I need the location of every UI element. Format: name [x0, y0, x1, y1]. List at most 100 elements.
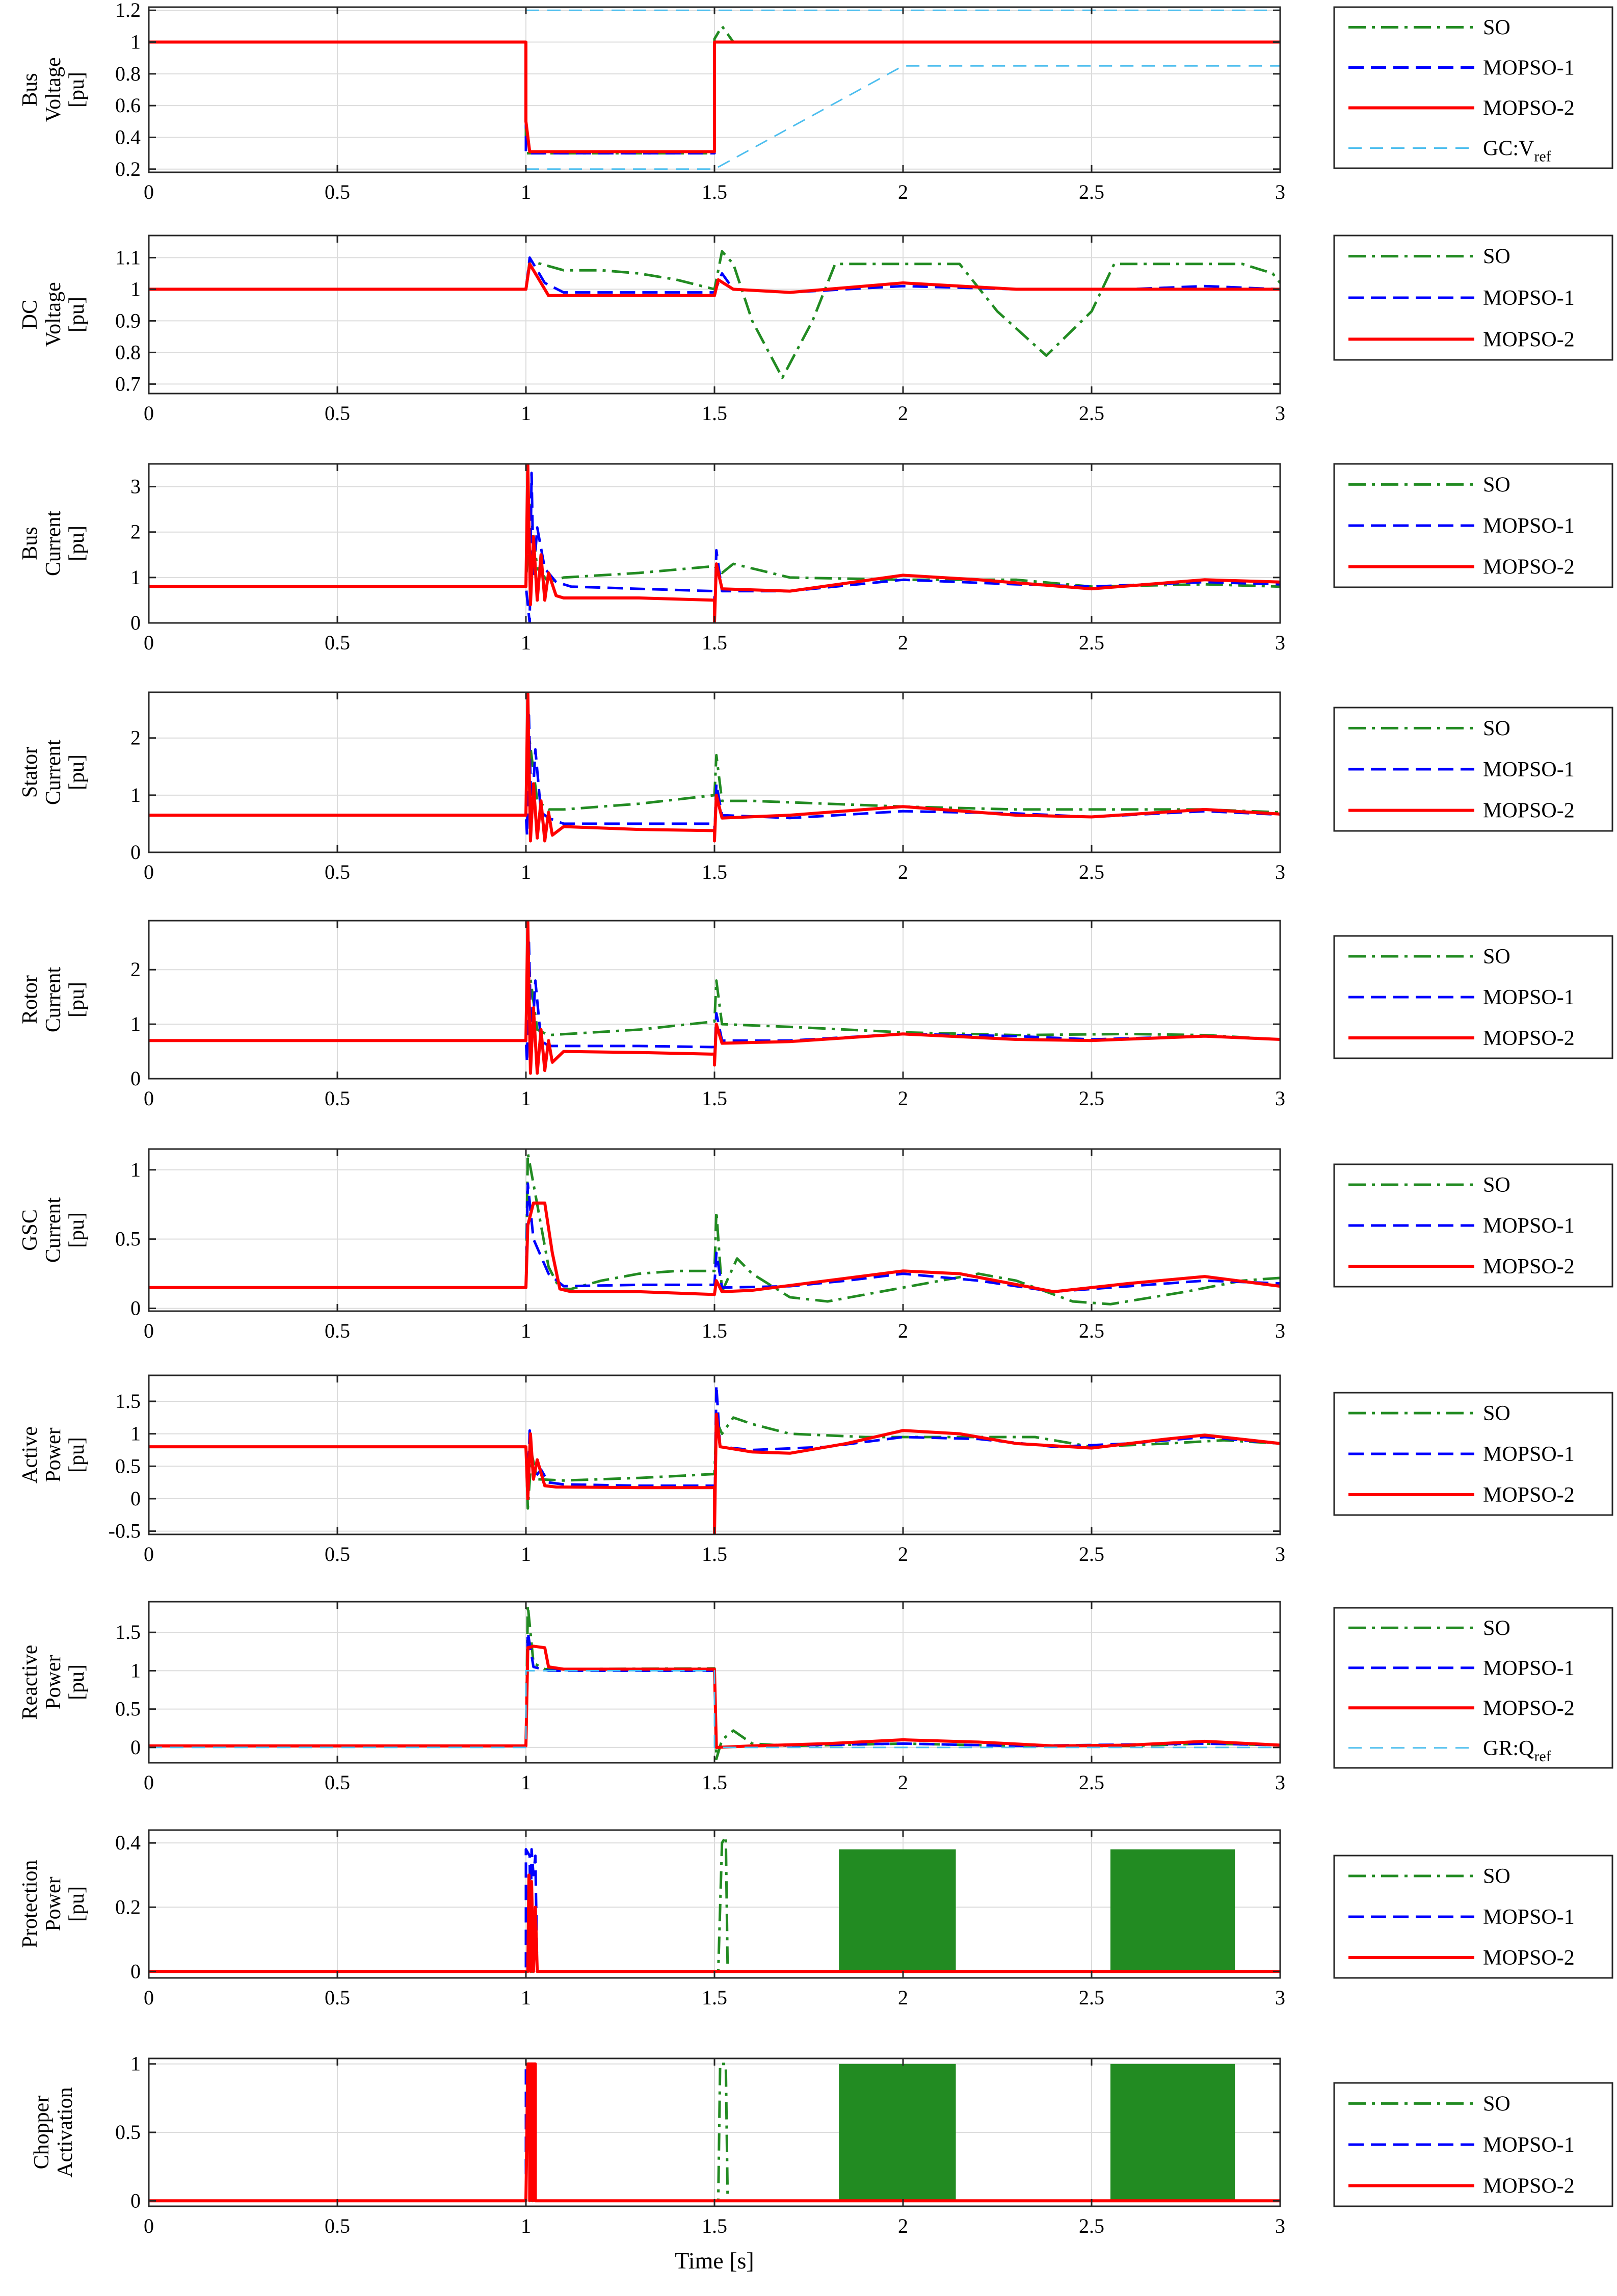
- legend-box: [1333, 1607, 1613, 1769]
- y-axis-label: Bus: [18, 527, 42, 560]
- legend-label: MOPSO-1: [1483, 2133, 1575, 2157]
- subplot-1: 0 0.5 1 1.5 2 2.5 3 0.2 0.4 0.6 0.8 1 1.2 Bus Voltage[…: [18, 0, 1285, 203]
- y-tick-label: 2: [130, 958, 141, 981]
- x-tick-label: 2.5: [1079, 1771, 1104, 1794]
- series-line-mopso-2: [149, 262, 1280, 297]
- y-tick-label: 1.2: [115, 0, 141, 21]
- y-tick-label: 1: [130, 2052, 141, 2075]
- legend-label: MOPSO-2: [1483, 1483, 1575, 1507]
- y-axis-label: Active: [18, 1426, 42, 1483]
- plot-area: [149, 921, 1280, 1075]
- legend: SO MOPSO-1 MOPSO-2: [1333, 463, 1613, 588]
- plot-area: [149, 9, 1280, 170]
- x-tick-label: 0.5: [325, 1986, 350, 2009]
- x-tick-label: 1.5: [702, 180, 727, 203]
- legend: SO MOPSO-1 MOPSO-2: [1333, 1163, 1613, 1288]
- y-tick-label: 1: [130, 566, 141, 589]
- legend-box: [1333, 6, 1613, 169]
- plot-area: [149, 692, 1280, 843]
- y-axis-label: [pu]: [65, 526, 89, 561]
- x-tick-label: 2.5: [1079, 631, 1104, 654]
- x-tick-label: 1: [521, 2214, 531, 2237]
- y-axis-label: [pu]: [65, 1664, 89, 1700]
- y-axis-label: [pu]: [65, 72, 89, 108]
- subplot-9: 0 0.5 1 1.5 2 2.5 3 0 0.2 0.4 Protection Power [pu]: [18, 1829, 1285, 2009]
- plot-area: [149, 2062, 1280, 2203]
- y-tick-label: 0.2: [115, 1895, 141, 1918]
- legend-label: MOPSO-2: [1483, 1946, 1575, 1970]
- x-tick-label: 3: [1275, 860, 1285, 883]
- series-line-mopso-2: [149, 1645, 1280, 1749]
- x-tick-label: 1: [521, 1087, 531, 1110]
- y-axis-label: Protection: [18, 1860, 42, 1948]
- y-tick-label: 2: [130, 726, 141, 749]
- x-tick-label: 3: [1275, 1771, 1285, 1794]
- y-axis-label: Power: [42, 1655, 65, 1709]
- y-tick-label: 0.9: [115, 309, 141, 332]
- x-tick-label: 3: [1275, 631, 1285, 654]
- y-axis-label: Current: [42, 967, 65, 1033]
- subplot-6: 0 0.5 1 1.5 2 2.5 3 0 0.5 1 GSC Current [pu]: [18, 1148, 1285, 1342]
- y-axis-label: Power: [42, 1427, 65, 1482]
- subplot-2: 0 0.5 1 1.5 2 2.5 3 0.7 0.8 0.9 1 1.1 DC Voltage [pu]: [18, 234, 1285, 425]
- x-tick-label: 2: [898, 1986, 908, 2009]
- y-tick-label: 0.8: [115, 341, 141, 363]
- subplot-3: 0 0.5 1 1.5 2 2.5 3 0 1 2 3 Bus Current [pu]: [18, 463, 1285, 654]
- legend-label: SO: [1483, 1173, 1510, 1197]
- legend: SO MOPSO-1 MOPSO-2: [1333, 1855, 1613, 1979]
- y-axis-label: Bus: [18, 73, 42, 106]
- x-tick-label: 1: [521, 1986, 531, 2009]
- y-tick-label: 1: [130, 1158, 141, 1181]
- legend-label: MOPSO-2: [1483, 1027, 1575, 1050]
- legend-label: SO: [1483, 1616, 1510, 1640]
- x-tick-label: 0: [144, 631, 154, 654]
- legend: SO MOPSO-1 MOPSO-2: [1333, 2082, 1613, 2207]
- x-tick-label: 1.5: [702, 402, 727, 425]
- series-line-mopso-2: [149, 921, 1280, 1075]
- y-axis-label: Chopper: [30, 2096, 54, 2170]
- switching-block: [839, 1849, 956, 1972]
- y-axis-label: [pu]: [65, 1886, 89, 1922]
- legend-label: MOPSO-2: [1483, 328, 1575, 351]
- series-line-mopso-2: [149, 2062, 1280, 2203]
- y-tick-label: 1.1: [115, 246, 141, 269]
- legend-label: SO: [1483, 1865, 1510, 1888]
- y-axis-label: [pu]: [65, 1212, 89, 1248]
- legend-label: MOPSO-1: [1483, 758, 1575, 781]
- legend-label: MOPSO-2: [1483, 556, 1575, 579]
- y-axis-label: Stator: [18, 747, 42, 798]
- x-tick-label: 1: [521, 180, 531, 203]
- x-tick-label: 0: [144, 860, 154, 883]
- legend: SO MOPSO-1 MOPSO-2: [1333, 707, 1613, 832]
- x-tick-label: 1: [521, 631, 531, 654]
- legend: SO MOPSO-1 MOPSO-2: [1333, 1392, 1613, 1516]
- x-tick-label: 0: [144, 1087, 154, 1110]
- legend-label: MOPSO-2: [1483, 2175, 1575, 2198]
- y-tick-label: 0: [130, 1067, 141, 1090]
- y-tick-label: 0.4: [115, 125, 141, 148]
- y-axis-label: Power: [42, 1876, 65, 1931]
- y-tick-label: 0.5: [115, 2121, 141, 2144]
- x-tick-label: 0.5: [325, 1771, 350, 1794]
- y-axis-label: GSC: [18, 1209, 42, 1251]
- y-tick-label: 3: [130, 475, 141, 498]
- x-tick-label: 1.5: [702, 1986, 727, 2009]
- x-tick-label: 2.5: [1079, 1319, 1104, 1342]
- x-tick-label: 1.5: [702, 631, 727, 654]
- x-tick-label: 0.5: [325, 1319, 350, 1342]
- legend-label: MOPSO-1: [1483, 1214, 1575, 1238]
- y-tick-label: 0.5: [115, 1228, 141, 1250]
- x-tick-label: 0.5: [325, 860, 350, 883]
- legend-label: MOPSO-1: [1483, 1906, 1575, 1929]
- x-tick-label: 2: [898, 1543, 908, 1566]
- x-tick-label: 3: [1275, 2214, 1285, 2237]
- x-tick-label: 2: [898, 631, 908, 654]
- y-axis-label: Current: [42, 740, 65, 805]
- series-line-mopso-1: [149, 472, 1280, 623]
- y-tick-label: 1: [130, 784, 141, 806]
- y-tick-label: 0: [130, 1487, 141, 1510]
- legend-label: MOPSO-2: [1483, 1697, 1575, 1720]
- x-tick-label: 0: [144, 1319, 154, 1342]
